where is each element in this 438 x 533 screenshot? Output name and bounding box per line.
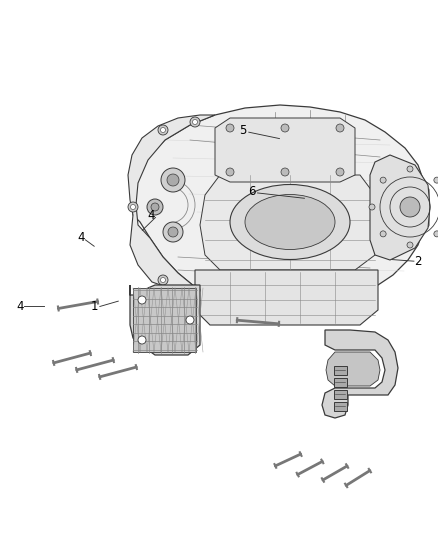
Circle shape xyxy=(336,168,344,176)
Circle shape xyxy=(226,168,234,176)
Circle shape xyxy=(168,227,178,237)
Circle shape xyxy=(192,119,198,125)
Ellipse shape xyxy=(245,195,335,249)
FancyBboxPatch shape xyxy=(333,377,346,386)
Polygon shape xyxy=(133,105,428,305)
Polygon shape xyxy=(130,285,200,355)
Polygon shape xyxy=(215,118,355,182)
FancyBboxPatch shape xyxy=(373,188,429,227)
Circle shape xyxy=(160,127,166,133)
Polygon shape xyxy=(370,155,430,260)
Circle shape xyxy=(128,202,138,212)
Ellipse shape xyxy=(230,184,350,260)
Circle shape xyxy=(190,117,200,127)
Circle shape xyxy=(138,336,146,344)
Text: 2: 2 xyxy=(414,255,422,268)
Circle shape xyxy=(161,168,185,192)
Polygon shape xyxy=(200,175,380,270)
Circle shape xyxy=(163,222,183,242)
Circle shape xyxy=(147,199,163,215)
Circle shape xyxy=(158,275,168,285)
Text: 4: 4 xyxy=(147,209,155,222)
Circle shape xyxy=(138,296,146,304)
Circle shape xyxy=(380,231,386,237)
Circle shape xyxy=(131,205,135,209)
FancyBboxPatch shape xyxy=(333,390,346,399)
Circle shape xyxy=(434,231,438,237)
Circle shape xyxy=(192,287,198,293)
Circle shape xyxy=(369,204,375,210)
Circle shape xyxy=(190,285,200,295)
Circle shape xyxy=(407,242,413,248)
Circle shape xyxy=(281,124,289,132)
Circle shape xyxy=(336,124,344,132)
Circle shape xyxy=(407,166,413,172)
Text: 4: 4 xyxy=(16,300,24,313)
Polygon shape xyxy=(195,270,378,325)
Circle shape xyxy=(160,278,166,282)
Text: 4: 4 xyxy=(77,231,85,244)
Text: 5: 5 xyxy=(240,124,247,137)
Circle shape xyxy=(158,125,168,135)
FancyBboxPatch shape xyxy=(333,401,346,410)
Circle shape xyxy=(186,316,194,324)
Circle shape xyxy=(281,168,289,176)
Text: 6: 6 xyxy=(248,185,256,198)
Circle shape xyxy=(400,197,420,217)
Polygon shape xyxy=(128,115,215,290)
Circle shape xyxy=(434,177,438,183)
Text: 1: 1 xyxy=(90,300,98,313)
Circle shape xyxy=(151,203,159,211)
Circle shape xyxy=(380,177,386,183)
Circle shape xyxy=(226,124,234,132)
FancyBboxPatch shape xyxy=(333,366,346,375)
Polygon shape xyxy=(326,352,380,386)
Polygon shape xyxy=(322,330,398,418)
FancyBboxPatch shape xyxy=(133,288,196,352)
Circle shape xyxy=(167,174,179,186)
